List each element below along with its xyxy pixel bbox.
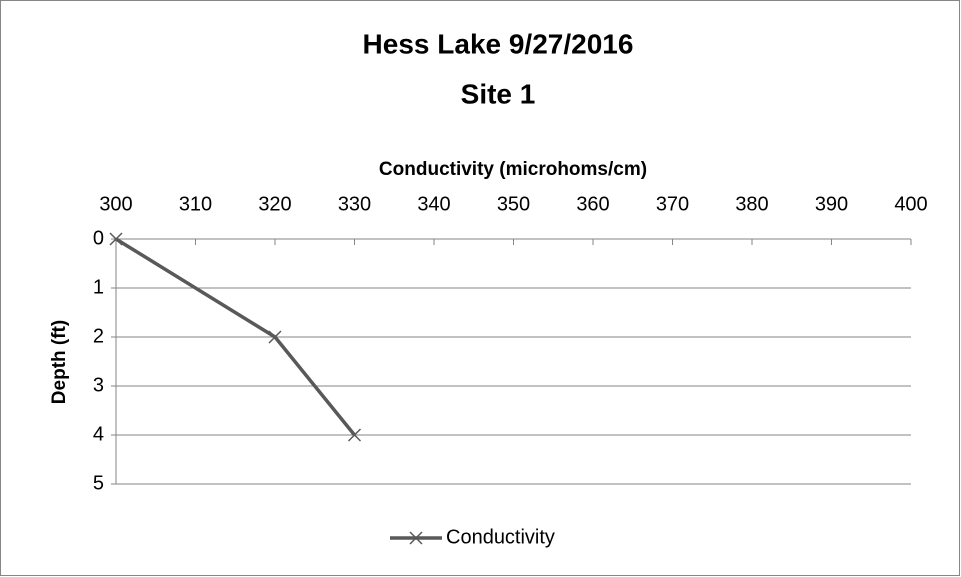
x-tick-label: 360 [576, 193, 609, 215]
chart-subtitle: Site 1 [461, 78, 536, 109]
x-tick-label: 400 [894, 193, 927, 215]
y-tick-label: 4 [93, 423, 104, 445]
x-tick-label: 380 [735, 193, 768, 215]
y-tick-label: 3 [93, 374, 104, 396]
point-marker [268, 330, 282, 344]
point-marker [109, 232, 123, 246]
chart-title: Hess Lake 9/27/2016 [363, 28, 634, 59]
legend-marker [409, 531, 423, 545]
x-tick-label: 300 [99, 193, 132, 215]
y-tick-label: 1 [93, 276, 104, 298]
x-tick-label: 320 [258, 193, 291, 215]
y-tick-label: 5 [93, 472, 104, 494]
y-tick-label: 2 [93, 325, 104, 347]
legend-label: Conductivity [446, 526, 555, 548]
x-axis-title: Conductivity (microhoms/cm) [379, 159, 647, 180]
y-tick-label: 0 [93, 227, 104, 249]
x-tick-label: 390 [815, 193, 848, 215]
x-tick-label: 370 [656, 193, 689, 215]
x-tick-label: 330 [338, 193, 371, 215]
x-tick-label: 350 [497, 193, 530, 215]
x-tick-label: 340 [417, 193, 450, 215]
y-axis-title: Depth (ft) [49, 320, 70, 404]
x-tick-label: 310 [179, 193, 212, 215]
point-marker [347, 428, 362, 442]
